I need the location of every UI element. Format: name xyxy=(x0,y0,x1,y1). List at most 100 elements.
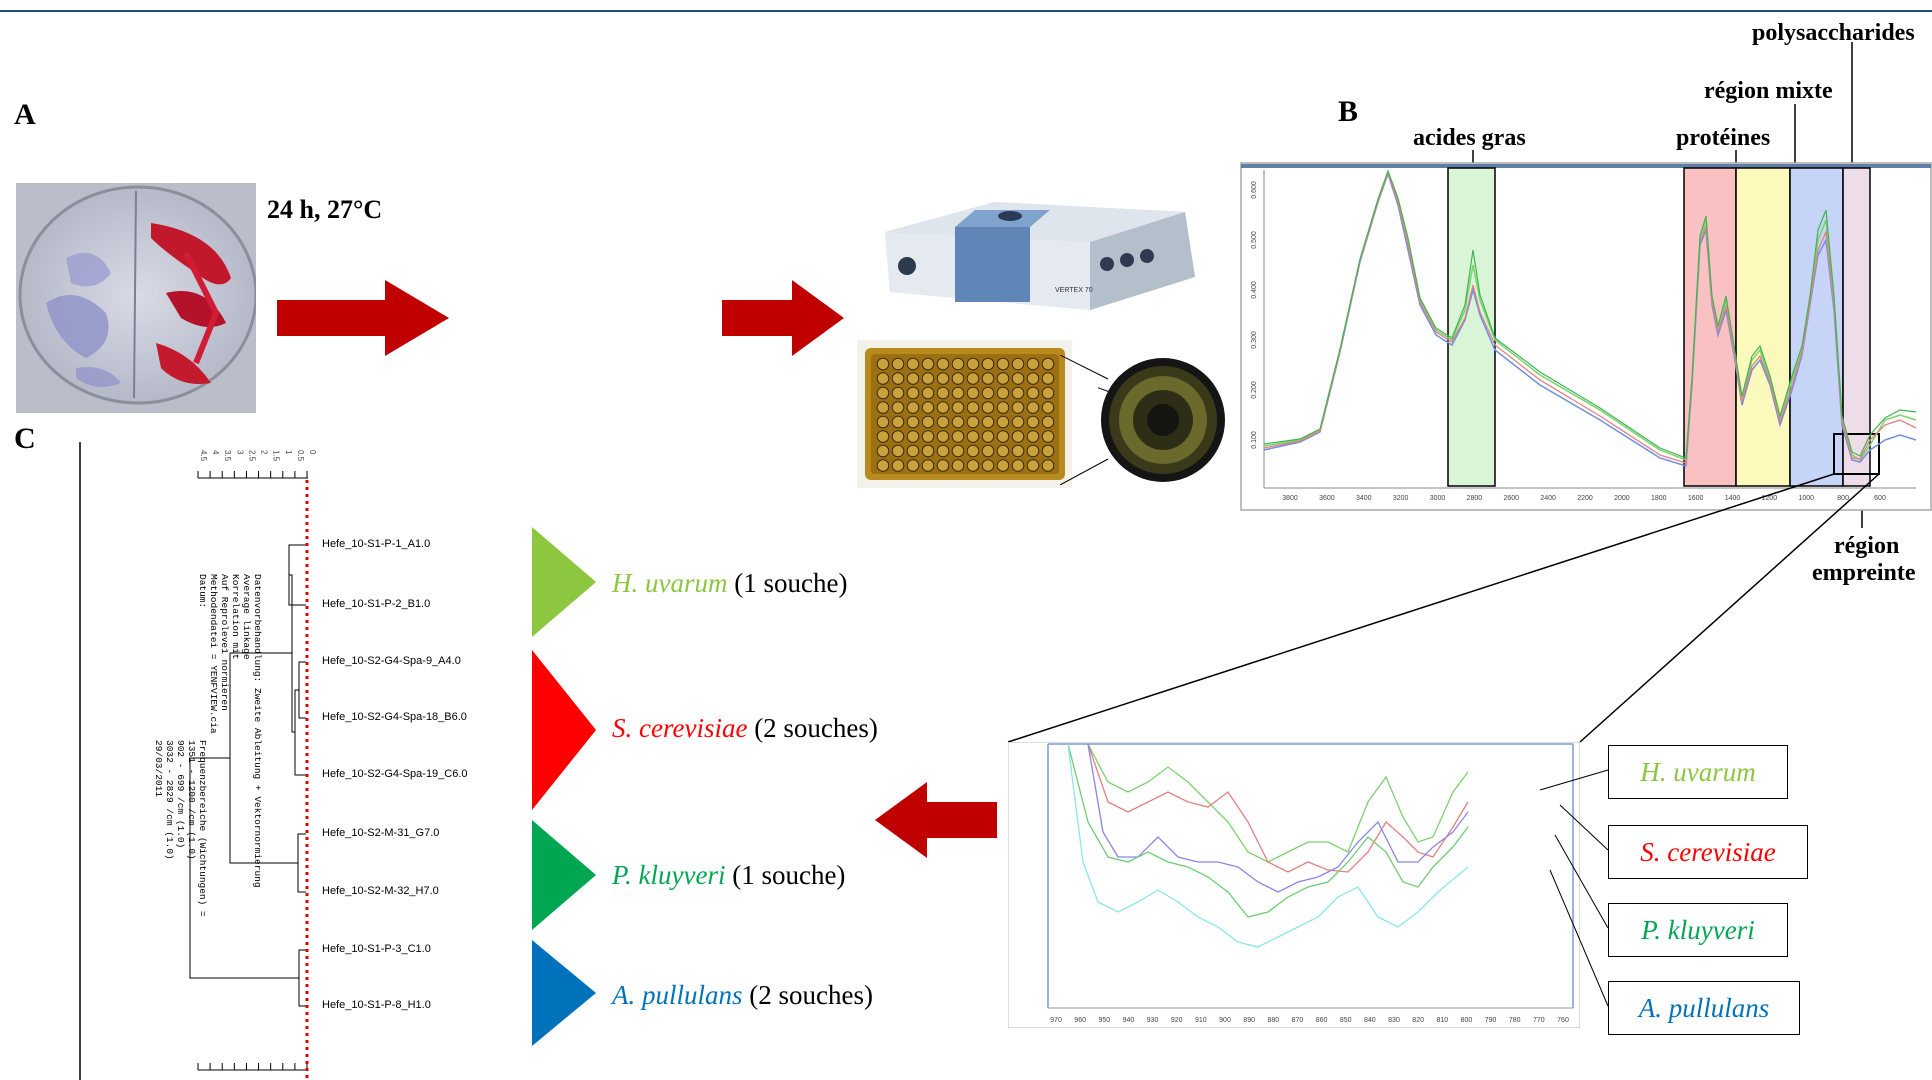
ftir-spectrometer-image: VERTEX 70 xyxy=(875,182,1205,322)
microplate-well xyxy=(876,401,890,414)
microplate-well xyxy=(996,444,1010,458)
spectrum-x-tick-label: 3400 xyxy=(1356,495,1372,502)
microplate-well xyxy=(921,357,935,371)
microplate-well xyxy=(921,415,935,429)
microplate-well xyxy=(1026,444,1040,458)
microplate-well xyxy=(891,386,905,400)
microplate-well xyxy=(996,401,1010,414)
microplate-well xyxy=(1011,430,1025,443)
microplate-well xyxy=(906,415,920,429)
petri-dish-photo xyxy=(16,183,256,413)
zoom-connector-lines xyxy=(1060,355,1109,485)
group-triangle-h-uvarum xyxy=(532,527,596,637)
microplate-well xyxy=(876,372,890,385)
group-triangle-p-kluyveri xyxy=(532,820,596,930)
dendrogram-scale-label: 2.5 xyxy=(247,450,256,462)
legend-box-a-pullulans: A. pullulans xyxy=(1608,981,1800,1035)
microplate-well xyxy=(981,459,995,472)
dendrogram-scale-label: 1.5 xyxy=(272,450,281,462)
microplate-well xyxy=(966,415,980,429)
dendrogram-scale-label: 1 xyxy=(284,450,293,455)
spectrum-x-tick-label: 3600 xyxy=(1319,495,1335,502)
microplate-well xyxy=(891,401,905,414)
microplate-well xyxy=(906,459,920,472)
microplate-well xyxy=(876,357,890,371)
zoom-x-tick-label: 790 xyxy=(1485,1017,1497,1024)
legend-leader-lines xyxy=(1539,769,1609,1007)
microplate-well xyxy=(921,372,935,385)
microplate-well xyxy=(936,372,950,385)
microplate-well xyxy=(996,459,1010,472)
zoom-x-tick-label: 830 xyxy=(1388,1017,1400,1024)
microplate-well xyxy=(876,415,890,429)
region-label-mixed: région mixte xyxy=(1704,78,1833,104)
dendrogram-leaf: Hefe_10-S2-G4-Spa-9_A4.0 xyxy=(322,655,461,667)
microplate-well xyxy=(981,444,995,458)
spectrum-x-tick-label: 600 xyxy=(1874,495,1886,502)
dendrogram-scale-label: 4 xyxy=(211,450,220,455)
legend-box-s-cerevisiae: S. cerevisiae xyxy=(1608,825,1808,879)
zoom-x-tick-label: 850 xyxy=(1340,1017,1352,1024)
microplate-well xyxy=(951,415,965,429)
microplate-well xyxy=(921,459,935,472)
dendrogram-panel: 4.5 4 3.5 3 2.5 2 1.5 1 0.5 0 Hefe_10-S1-P-1_A1.0… xyxy=(78,440,518,1080)
zoom-x-tick-label: 910 xyxy=(1195,1017,1207,1024)
microplate-well xyxy=(966,459,980,472)
microplate-well xyxy=(951,372,965,385)
microplate-well xyxy=(906,386,920,400)
microplate-well xyxy=(1011,357,1025,371)
spectrum-x-tick-label: 2800 xyxy=(1467,495,1483,502)
legend-box-p-kluyveri: P. kluyveri xyxy=(1608,903,1788,957)
microplate-well xyxy=(1011,372,1025,385)
microplate-well xyxy=(1041,372,1055,385)
microplate-well xyxy=(1011,459,1025,472)
arrow-left xyxy=(875,782,997,858)
dendrogram-leaf: Hefe_10-S1-P-8_H1.0 xyxy=(322,999,431,1011)
microplate-well xyxy=(921,386,935,400)
microplate-well xyxy=(981,357,995,371)
group-label-s-cerevisiae: S. cerevisiae (2 souches) xyxy=(612,713,878,743)
microplate-well xyxy=(1041,415,1055,429)
zoom-x-tick-label: 860 xyxy=(1316,1017,1328,1024)
zoom-x-tick-label: 810 xyxy=(1436,1017,1448,1024)
microplate-well xyxy=(906,401,920,414)
spectrum-x-tick-label: 1000 xyxy=(1798,495,1814,502)
microplate-well xyxy=(891,415,905,429)
microplate-well xyxy=(906,430,920,443)
microplate-well xyxy=(1041,386,1055,400)
microplate-well xyxy=(936,357,950,371)
spectrum-x-tick-label: 1400 xyxy=(1725,495,1741,502)
microplate-well xyxy=(1026,415,1040,429)
microplate-well xyxy=(891,444,905,458)
microplate-well xyxy=(906,372,920,385)
panel-label-a: A xyxy=(14,98,36,131)
microplate-well xyxy=(966,372,980,385)
instrument-label: VERTEX 70 xyxy=(1055,287,1093,294)
microplate-well xyxy=(936,430,950,443)
spectrum-x-tick-label: 800 xyxy=(1837,495,1849,502)
microplate-well xyxy=(1026,372,1040,385)
panel-label-c: C xyxy=(14,422,36,455)
microplate-well xyxy=(1041,459,1055,472)
microplate-well xyxy=(1011,401,1025,414)
zoom-x-tick-label: 960 xyxy=(1074,1017,1086,1024)
microplate-well xyxy=(921,401,935,414)
spectrum-panel: 3800 3600 3400 3200 3000 2800 2600 2400 2200 2000… xyxy=(1240,42,1932,528)
microplate-well xyxy=(891,430,905,443)
zoom-x-tick-label: 820 xyxy=(1412,1017,1424,1024)
microplate-well xyxy=(1026,459,1040,472)
microplate-well xyxy=(876,430,890,443)
dendrogram-bottom-scale-ticks xyxy=(197,1063,308,1070)
microplate-well xyxy=(996,415,1010,429)
spectrum-y-tick-label: 0.100 xyxy=(1251,431,1258,449)
microplate-well xyxy=(936,459,950,472)
microplate-image xyxy=(857,340,1072,488)
spectrum-x-tick-label: 3200 xyxy=(1393,495,1409,502)
dendrogram-leaf: Hefe_10-S1-P-1_A1.0 xyxy=(322,538,431,550)
microplate-well xyxy=(951,444,965,458)
microplate-well xyxy=(1011,444,1025,458)
microplate-well xyxy=(921,430,935,443)
zoomed-spectrum-panel: 970 960 950 940 930 920 910 900 890 880 870 860 850 8… xyxy=(1008,742,1580,1028)
dendrogram-leaf: Hefe_10-S2-M-31_G7.0 xyxy=(322,827,440,839)
microplate-well xyxy=(996,357,1010,371)
